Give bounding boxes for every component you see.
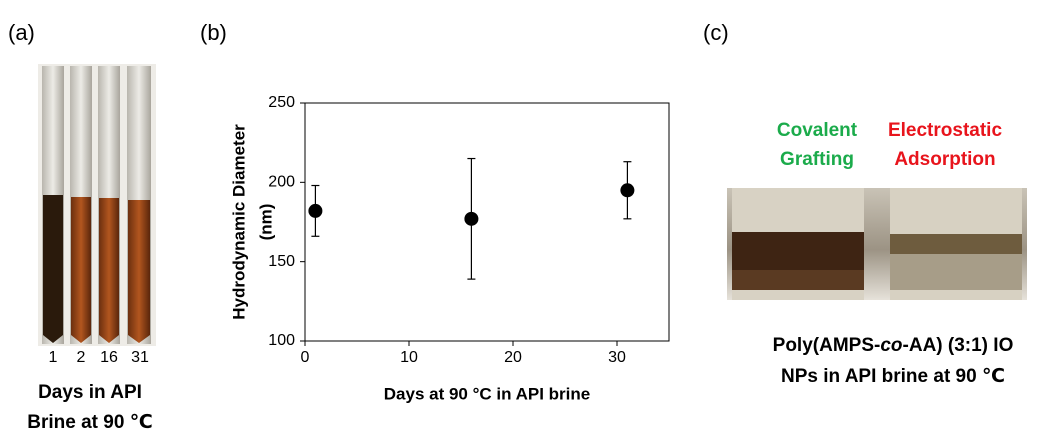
vial-photo [727, 188, 1027, 300]
x-axis-label: Days at 90 °C in API brine [384, 384, 590, 403]
caption-part: co [880, 335, 902, 356]
caption: Days in API [38, 382, 142, 403]
y-tick-label: 250 [268, 94, 295, 111]
y-tick-label: 100 [268, 332, 295, 349]
tube-label: 1 [49, 349, 58, 366]
x-tick-label: 10 [400, 349, 418, 366]
x-tick-label: 30 [608, 349, 626, 366]
caption: Brine at 90 ℃ [27, 412, 152, 433]
plot-frame [304, 102, 670, 342]
y-axis-label: Hydrodynamic Diameter [229, 124, 248, 320]
x-tick-label: 20 [504, 349, 522, 366]
x-tick-label: 0 [301, 349, 310, 366]
caption-part: Poly(AMPS- [773, 335, 881, 356]
tube-label: 31 [131, 349, 149, 366]
tube-label: 16 [100, 349, 118, 366]
caption-part: -AA) (3:1) IO [903, 335, 1014, 356]
vial-title: Grafting [780, 149, 854, 170]
vial-title: Covalent [777, 120, 858, 141]
y-tick-label: 150 [268, 253, 295, 270]
panel-label: (a) [8, 20, 35, 45]
caption: Poly(AMPS-co-AA) (3:1) IO [773, 335, 1014, 356]
y-tick-label: 200 [268, 174, 295, 191]
caption: NPs in API brine at 90 ℃ [781, 366, 1005, 387]
y-axis-label: (nm) [256, 204, 275, 241]
tube-label: 2 [77, 349, 86, 366]
data-point [620, 183, 635, 198]
vial-title: Adsorption [894, 149, 995, 170]
panel-label: (c) [703, 20, 729, 45]
panel-label: (b) [200, 20, 227, 45]
tube-photo [38, 64, 156, 346]
data-point [308, 203, 323, 218]
data-point [464, 211, 479, 226]
vial-title: Electrostatic [888, 120, 1002, 141]
